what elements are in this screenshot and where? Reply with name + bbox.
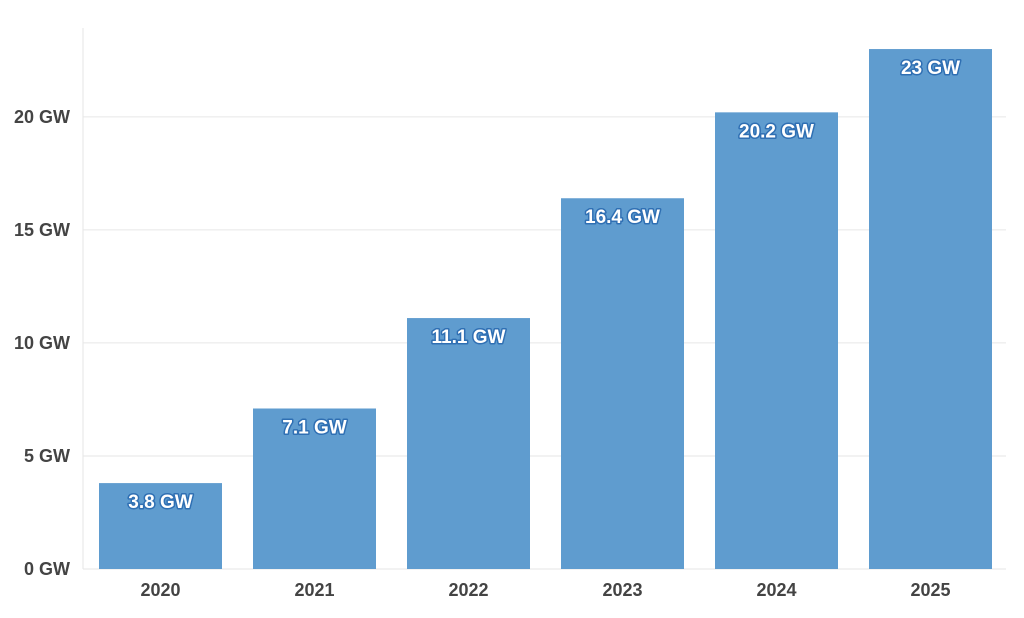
y-tick-label: 15 GW <box>14 220 70 240</box>
bar-data-label: 20.2 GW <box>739 121 814 142</box>
y-tick-label: 10 GW <box>14 333 70 353</box>
x-tick-label: 2022 <box>448 580 488 600</box>
x-tick-label: 2020 <box>140 580 180 600</box>
bar-data-label: 7.1 GW <box>282 417 346 438</box>
x-tick-label: 2025 <box>910 580 950 600</box>
data-labels: 3.8 GW 7.1 GW 11.1 GW 16.4 GW 20.2 GW 23 GW <box>127 57 962 515</box>
y-axis-ticks: 0 GW 5 GW 10 GW 15 GW 20 GW <box>14 107 70 579</box>
x-tick-label: 2024 <box>756 580 796 600</box>
bar <box>715 112 838 569</box>
y-tick-label: 20 GW <box>14 107 70 127</box>
bar-data-label: 3.8 GW <box>128 492 192 513</box>
x-tick-label: 2023 <box>602 580 642 600</box>
bar-data-label: 16.4 GW <box>585 207 660 228</box>
bar <box>561 198 684 569</box>
bar <box>99 483 222 569</box>
gridlines <box>83 116 1006 570</box>
x-axis-ticks: 2020 2021 2022 2023 2024 2025 <box>140 580 950 600</box>
bar-data-label: 11.1 GW <box>432 327 506 348</box>
bar <box>869 49 992 570</box>
bar-data-label: 23 GW <box>901 58 960 79</box>
bar <box>253 408 376 569</box>
y-tick-label: 0 GW <box>24 559 70 579</box>
bars <box>99 49 992 570</box>
y-tick-label: 5 GW <box>24 446 70 466</box>
x-tick-label: 2021 <box>294 580 334 600</box>
bar <box>407 318 530 569</box>
